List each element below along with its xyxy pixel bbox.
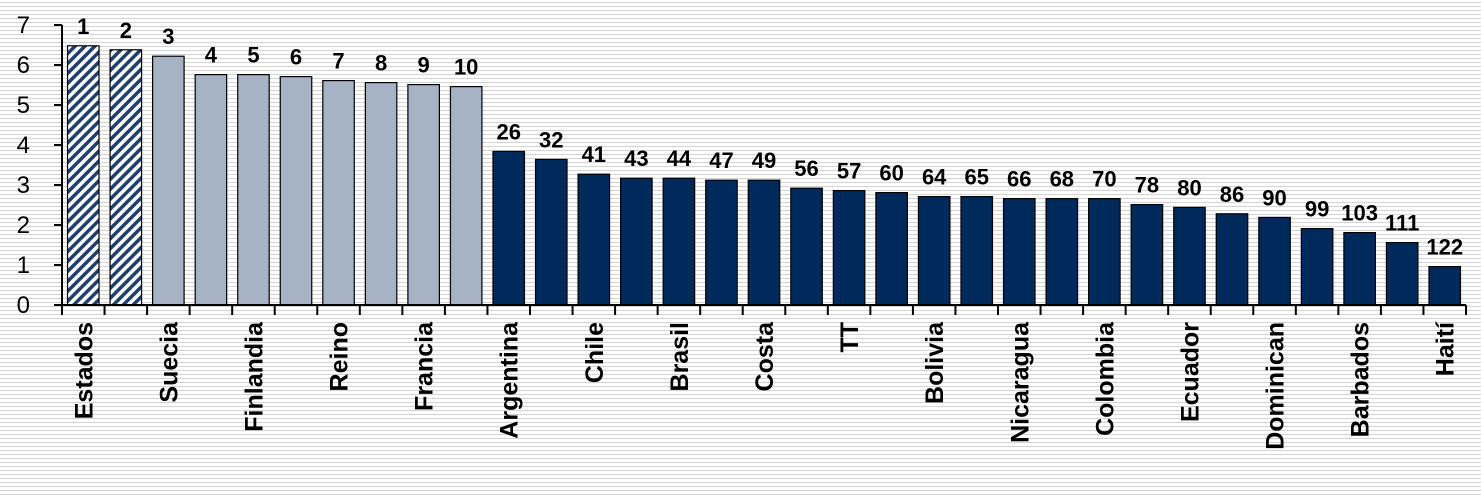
bar-rank-label: 32 <box>539 127 563 152</box>
bar <box>747 179 781 306</box>
bar-series <box>66 45 1462 306</box>
bar-rank-label: 44 <box>667 146 692 171</box>
x-category-label: Colombia <box>1091 321 1119 436</box>
bar-rank-label: 99 <box>1305 197 1329 222</box>
bar <box>534 158 568 306</box>
bar-rank-label: 43 <box>624 146 648 171</box>
bar-rank-label: 86 <box>1220 182 1244 207</box>
bar-rank-label: 9 <box>418 53 430 78</box>
bar-rank-label: 80 <box>1177 175 1201 200</box>
y-tick-label: 6 <box>17 52 30 79</box>
x-axis-category-labels: Estados Suecia Finlandia Reino Francia Argent… <box>70 321 1459 450</box>
x-category-label: Nicaragua <box>1006 321 1034 443</box>
bar <box>917 196 951 306</box>
bar-rank-label: 64 <box>922 165 947 190</box>
bar <box>194 73 228 306</box>
bar-rank-label: 66 <box>1007 167 1031 192</box>
bar-rank-label: 8 <box>375 51 387 76</box>
bar-rank-label: 3 <box>162 24 174 49</box>
bar-rank-label: 7 <box>332 49 344 74</box>
y-tick-label: 1 <box>17 252 30 279</box>
bar-rank-label: 4 <box>205 43 218 68</box>
bar <box>790 187 823 306</box>
bar <box>237 73 270 306</box>
bar-rank-label: 56 <box>794 156 818 181</box>
bar-rank-label: 47 <box>709 148 733 173</box>
bar <box>1045 198 1079 306</box>
bar-rank-label: 68 <box>1050 167 1074 192</box>
bar-rank-label: 57 <box>837 159 861 184</box>
bar <box>1130 204 1164 306</box>
bar <box>662 177 696 306</box>
y-tick-label: 3 <box>17 172 30 199</box>
x-category-label: Finlandia <box>240 321 268 432</box>
x-category-label: Argentina <box>496 321 524 439</box>
bar <box>66 45 100 306</box>
x-axis-tick-marks <box>61 305 1467 315</box>
bar-rank-label: 60 <box>879 161 903 186</box>
bar <box>279 75 313 306</box>
bar-rank-label: 70 <box>1092 167 1116 192</box>
bar <box>705 179 738 306</box>
y-axis-tick-labels: 0 1 2 3 4 5 6 7 <box>17 12 62 319</box>
bar-rank-label: 49 <box>752 148 776 173</box>
bar-rank-label: 2 <box>120 18 132 43</box>
bar <box>875 192 908 306</box>
x-category-label: Reino <box>326 322 354 391</box>
bar-rank-label: 41 <box>582 142 606 167</box>
bar-rank-label: 1 <box>77 14 89 39</box>
bar-rank-label: 111 <box>1385 211 1419 236</box>
bar-rank-label: 122 <box>1426 235 1463 260</box>
bar <box>322 79 355 306</box>
bar-rank-label: 103 <box>1341 201 1378 226</box>
x-category-label: TT <box>836 322 864 353</box>
y-tick-label: 7 <box>17 12 30 39</box>
bar <box>109 49 143 306</box>
bar <box>492 150 526 306</box>
y-tick-label: 2 <box>17 212 30 239</box>
x-category-label: Estados <box>70 322 98 419</box>
bar <box>407 83 440 306</box>
y-tick-label: 4 <box>17 132 30 159</box>
bar <box>1002 198 1036 306</box>
bar <box>364 81 398 306</box>
bar-rank-label: 26 <box>496 119 520 144</box>
bar <box>620 177 653 306</box>
bar <box>1258 216 1291 306</box>
x-category-label: Costa <box>751 321 779 392</box>
bar-rank-label: 10 <box>454 55 478 80</box>
bar <box>832 190 866 306</box>
bar <box>577 173 611 306</box>
x-category-label: Bolivia <box>921 321 949 404</box>
bar-rank-label: 5 <box>247 43 259 68</box>
bar <box>1428 266 1462 306</box>
bar-rank-label: 78 <box>1135 173 1159 198</box>
y-tick-label: 0 <box>17 292 30 319</box>
bar <box>1300 228 1334 306</box>
bar-rank-label: 90 <box>1262 185 1286 210</box>
bar <box>1088 198 1121 306</box>
x-category-label: Haití <box>1432 321 1460 376</box>
bar <box>152 55 185 306</box>
bar <box>1343 232 1376 306</box>
x-category-label: Chile <box>581 322 609 383</box>
x-category-label: Francia <box>411 321 439 411</box>
bar <box>449 85 483 306</box>
x-category-label: Barbados <box>1347 322 1375 437</box>
y-tick-label: 5 <box>17 92 30 119</box>
bar-rank-label: 65 <box>964 165 988 190</box>
bar <box>960 196 994 306</box>
bar <box>1385 242 1419 306</box>
bar <box>1173 206 1206 306</box>
x-category-label: Ecuador <box>1176 322 1204 422</box>
bar-rank-label: 6 <box>290 45 302 70</box>
bar <box>1215 213 1249 306</box>
x-category-label: Brasil <box>666 322 694 391</box>
x-category-label: Suecia <box>155 321 183 403</box>
x-category-label: Dominican <box>1262 322 1290 450</box>
